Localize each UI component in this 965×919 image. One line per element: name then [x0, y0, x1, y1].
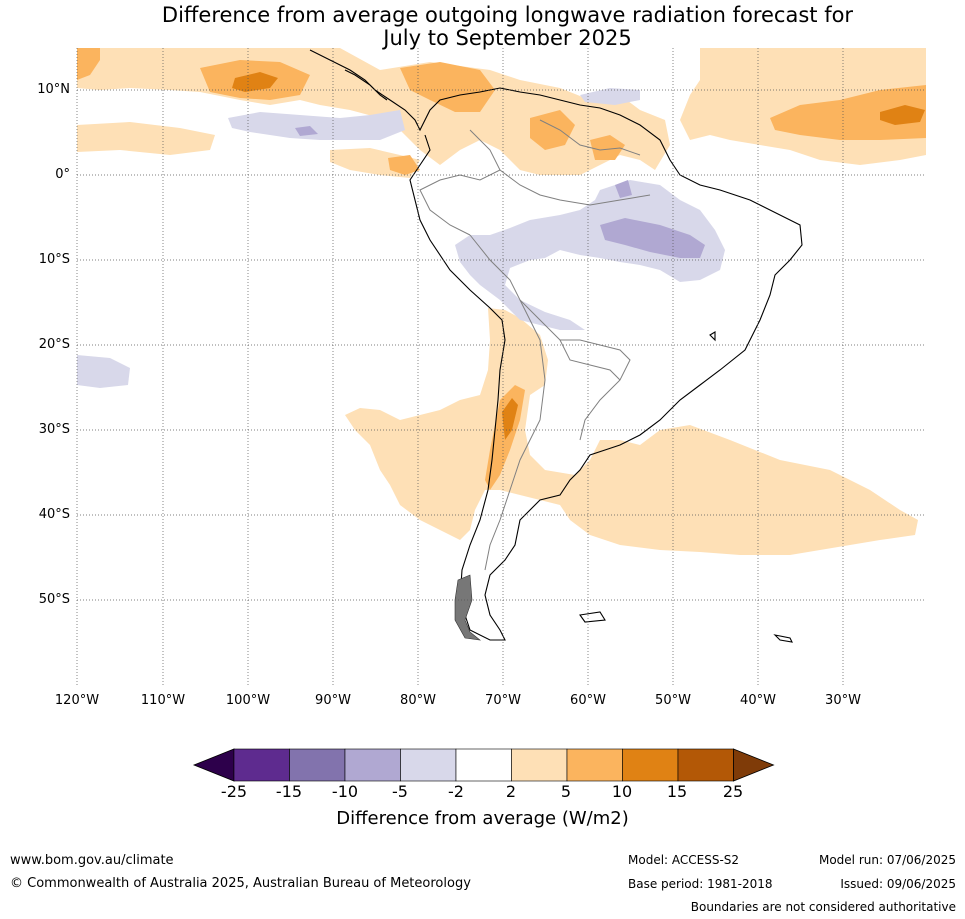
colorbar-segment: [344, 748, 401, 782]
footer-model-run: Model run: 07/06/2025: [818, 853, 956, 867]
colorbar-segment: [622, 748, 679, 782]
lat-label: 10°S: [38, 252, 70, 267]
lat-label: 50°S: [38, 592, 70, 607]
colorbar-extend-max: [733, 748, 775, 782]
colorbar-segment: [289, 748, 346, 782]
lon-label: 70°W: [485, 693, 521, 708]
colorbar-tick: 5: [560, 782, 572, 801]
lat-label: 40°S: [38, 507, 70, 522]
colorbar-segment: [400, 748, 457, 782]
colorbar-segment: [455, 748, 512, 782]
footer-model: Model: ACCESS-S2: [628, 853, 740, 867]
footer-issued: Issued: 09/06/2025: [840, 877, 956, 891]
colorbar-extend-min: [192, 748, 235, 782]
colorbar-tick: -15: [275, 782, 303, 801]
colorbar-tick: 2: [505, 782, 517, 801]
chile-archipelago: [454, 574, 482, 641]
lat-label: 0°: [55, 167, 70, 182]
country-borders: [419, 119, 651, 571]
colorbar-segment: [677, 748, 734, 782]
title-line-2: July to September 2025: [383, 26, 632, 50]
negative-anomaly-weak: [77, 88, 725, 388]
map-title: Difference from average outgoing longwav…: [0, 4, 965, 50]
lon-label: 110°W: [140, 693, 186, 708]
lat-label: 10°N: [37, 82, 70, 97]
colorbar-tick: 10: [611, 782, 633, 801]
colorbar-tick: -10: [331, 782, 359, 801]
footer-url: www.bom.gov.au/climate: [10, 853, 174, 868]
lon-label: 90°W: [315, 693, 351, 708]
colorbar-segment: [566, 748, 623, 782]
title-line-1: Difference from average outgoing longwav…: [161, 3, 854, 27]
lon-label: 100°W: [225, 693, 271, 708]
lon-label: 50°W: [655, 693, 691, 708]
colorbar-tick: 25: [722, 782, 744, 801]
colorbar-tick: -25: [220, 782, 248, 801]
coastlines: [309, 49, 803, 643]
lon-label: 80°W: [400, 693, 436, 708]
colorbar-tick: 15: [666, 782, 688, 801]
colorbar-segment: [511, 748, 568, 782]
footer-base-period: Base period: 1981-2018: [628, 877, 773, 891]
colorbar: [192, 748, 775, 782]
lat-label: 20°S: [38, 337, 70, 352]
footer-copyright: © Commonwealth of Australia 2025, Austra…: [10, 876, 471, 891]
negative-anomaly-moderate: [295, 126, 705, 258]
anomaly-shading: [77, 48, 926, 555]
positive-anomaly-strong: [232, 72, 925, 440]
lon-label: 40°W: [740, 693, 776, 708]
colorbar-segment: [233, 748, 290, 782]
graticule: [76, 48, 926, 685]
lon-label: 60°W: [570, 693, 606, 708]
anomaly-map: [76, 48, 926, 685]
lon-label: 30°W: [825, 693, 861, 708]
lon-label: 120°W: [54, 693, 100, 708]
lat-label: 30°S: [38, 422, 70, 437]
colorbar-tick: -5: [392, 782, 408, 801]
colorbar-tick: -2: [448, 782, 464, 801]
footer-disclaimer: Boundaries are not considered authoritat…: [690, 900, 956, 914]
colorbar-label: Difference from average (W/m2): [336, 808, 629, 829]
